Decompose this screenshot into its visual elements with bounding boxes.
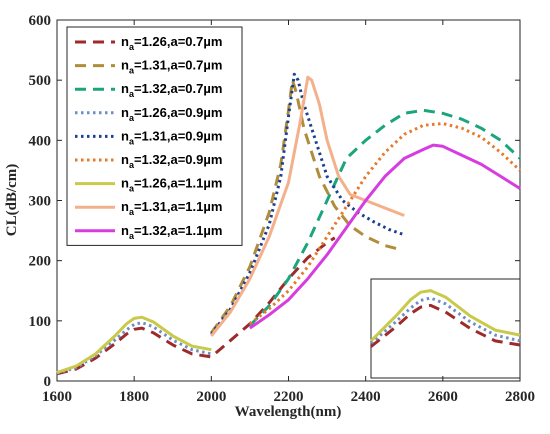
y-tick-label-0: 0 (44, 374, 52, 390)
legend-label-4: na=1.26,a=0.9µm (121, 105, 222, 123)
y-tick-label-3: 300 (29, 194, 52, 210)
axes: 1600 1800 2000 2200 2400 2600 2800 0 100 200 300 40… (29, 13, 536, 405)
series-line-7 (56, 315, 212, 375)
legend-label-8: na=1.31,a=1.1µm (121, 199, 222, 217)
legend-label-1: na=1.26,a=0.7µm (121, 34, 222, 52)
x-tick-label-0: 1600 (42, 389, 72, 405)
series-line-6 (248, 122, 522, 325)
x-tick-label-6: 2800 (505, 389, 535, 405)
legend-label-3: na=1.32,a=0.7µm (121, 81, 222, 99)
series-line-9 (249, 143, 521, 330)
series-line-3 (248, 108, 522, 327)
y-tick-label-5: 500 (29, 73, 52, 89)
y-tick-label-1: 100 (29, 314, 52, 330)
series-layer (56, 72, 522, 376)
series-line-2 (210, 78, 397, 334)
x-tick-label-1: 1800 (119, 389, 149, 405)
legend-label-9: na=1.32,a=1.1µm (121, 223, 222, 241)
x-tick-label-4: 2400 (351, 389, 381, 405)
legend-label-7: na=1.26,a=1.1µm (121, 176, 222, 194)
legend-label-6: na=1.32,a=0.9µm (121, 152, 222, 170)
x-axis-title: Wavelength(nm) (235, 404, 342, 420)
inset-plot (369, 278, 521, 379)
series-line-1 (56, 236, 336, 376)
x-tick-label-3: 2200 (274, 389, 304, 405)
inset-series-line-1 (370, 303, 521, 348)
series-line-8 (210, 75, 405, 337)
legend-label-5: na=1.31,a=0.9µm (121, 128, 222, 146)
y-tick-label-6: 600 (29, 13, 52, 29)
x-tick-label-2: 2000 (196, 389, 226, 405)
legend: na=1.26,a=0.7µm na=1.31,a=0.7µm na=1.32,a=… (66, 26, 243, 246)
x-tick-label-5: 2600 (428, 389, 458, 405)
inset-series-line-7 (369, 289, 521, 342)
legend-box (66, 26, 243, 246)
y-axis-title: CL(dB/cm) (4, 164, 20, 237)
y-tick-label-2: 200 (29, 254, 52, 270)
legend-label-2: na=1.31,a=0.7µm (121, 58, 222, 76)
y-tick-label-4: 400 (29, 133, 52, 149)
